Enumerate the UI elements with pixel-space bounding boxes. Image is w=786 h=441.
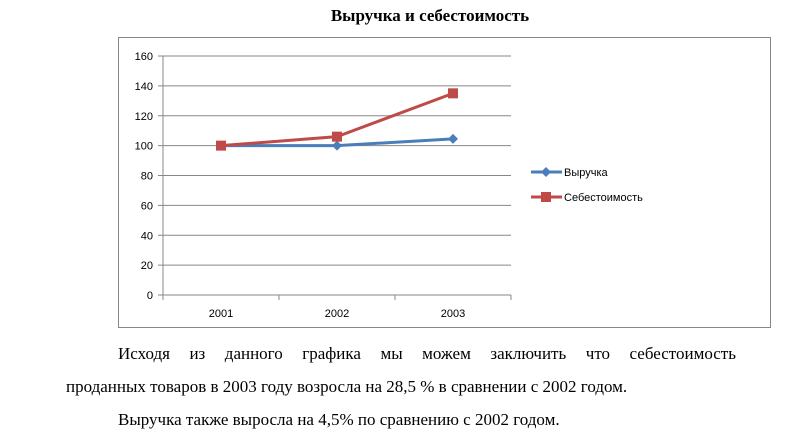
x-tick-label: 2001 (209, 308, 233, 320)
y-tick-label: 120 (135, 111, 153, 123)
y-tick-label: 140 (135, 81, 153, 93)
data-point (448, 133, 458, 144)
y-tick-label: 40 (141, 230, 153, 242)
data-point (332, 140, 342, 151)
y-tick-label: 60 (141, 200, 153, 212)
chart-title: Выручка и себестоимость (330, 6, 530, 25)
paragraph-line-3: Выручка также выросла на 4,5% по сравнен… (118, 410, 560, 429)
y-tick-label: 0 (147, 290, 153, 302)
paragraph-line-2: проданных товаров в 2003 году возросла н… (66, 377, 628, 396)
y-tick-label: 160 (135, 51, 153, 63)
y-tick-label: 20 (141, 260, 153, 272)
legend-label: Себестоимость (564, 192, 643, 204)
paragraph-line-1: Исходя из данного графика мы можем заклю… (118, 344, 736, 363)
y-tick-label: 100 (135, 141, 153, 153)
x-tick-label: 2003 (441, 308, 465, 320)
line-chart: 0 20 40 60 80 100 120 140 160 2001 2002 2003 Выручка… (135, 51, 643, 320)
data-point (332, 131, 342, 142)
data-point (216, 140, 226, 151)
legend-marker (541, 192, 551, 202)
legend-label: Выручка (564, 167, 609, 179)
chart-area: 0 20 40 60 80 100 120 140 160 2001 2002 2003 Выручка… (118, 37, 771, 328)
y-tick-label: 80 (141, 171, 153, 183)
data-point (448, 88, 458, 99)
x-tick-label: 2002 (325, 308, 349, 320)
legend-marker (541, 167, 551, 177)
